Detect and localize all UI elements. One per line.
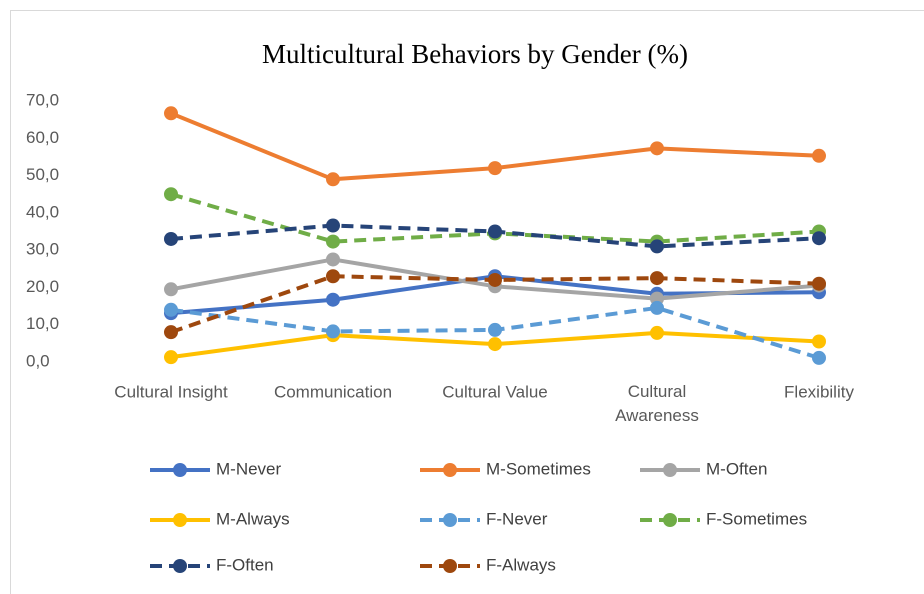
y-tick-label: 30,0 [26,240,59,259]
x-tick-label: Communication [274,382,392,401]
point [650,239,664,254]
legend-marker [663,513,677,527]
legend-label: M-Sometimes [486,459,591,478]
point [326,269,340,284]
point [164,187,178,202]
point [812,148,826,163]
x-tick-label: Cultural Insight [114,382,228,401]
x-tick-label: Flexibility [784,382,854,401]
legend-label: F-Always [486,555,556,574]
point [326,324,340,339]
point [650,325,664,340]
point [164,302,178,317]
legend-label: F-Never [486,509,548,528]
point [488,224,502,239]
point [650,300,664,315]
point [812,334,826,349]
point [326,218,340,233]
y-tick-label: 0,0 [26,351,50,370]
legend-marker [173,513,187,527]
point [326,292,340,307]
legend-marker [173,463,187,477]
point [164,282,178,297]
chart-frame [10,10,924,594]
point [488,337,502,352]
legend-label: M-Always [216,509,290,528]
y-tick-label: 40,0 [26,202,59,221]
x-tick-label: Cultural Awareness [615,382,699,425]
point [812,276,826,291]
point [650,141,664,156]
y-tick-label: 20,0 [26,277,59,296]
y-tick-label: 10,0 [26,314,59,333]
point [650,271,664,286]
y-tick-label: 60,0 [26,128,59,147]
point [488,322,502,337]
legend-marker [443,559,457,573]
x-tick-label: Cultural Value [442,382,548,401]
legend-label: M-Never [216,459,282,478]
point [164,350,178,365]
point [488,161,502,176]
y-tick-label: 70,0 [26,90,59,109]
point [164,325,178,340]
point [326,252,340,267]
legend-label: F-Sometimes [706,509,807,528]
legend-label: M-Often [706,459,767,478]
legend-marker [663,463,677,477]
point [326,234,340,249]
point [488,272,502,287]
y-tick-label: 50,0 [26,165,59,184]
point [164,231,178,246]
legend-marker [443,463,457,477]
legend-marker [173,559,187,573]
legend-label: F-Often [216,555,274,574]
point [812,350,826,365]
point [164,106,178,121]
legend-marker [443,513,457,527]
point [326,172,340,187]
point [812,231,826,246]
chart-title: Multicultural Behaviors by Gender (%) [262,39,688,69]
